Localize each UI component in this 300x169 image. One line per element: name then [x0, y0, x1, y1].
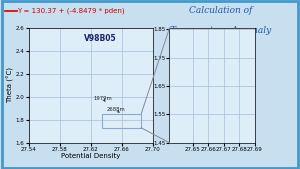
Y-axis label: Theta (°C): Theta (°C): [7, 67, 14, 103]
Text: Y = 130.37 + (-4.8479 * pden): Y = 130.37 + (-4.8479 * pden): [17, 8, 125, 14]
Text: V98B05: V98B05: [84, 33, 117, 43]
Text: Temperature Anomaly: Temperature Anomaly: [170, 26, 271, 35]
Bar: [102, 114, 141, 128]
Text: 1979m: 1979m: [94, 96, 112, 101]
Text: 2688m: 2688m: [107, 107, 126, 112]
X-axis label: Potential Density: Potential Density: [61, 153, 120, 159]
Text: Calculation of: Calculation of: [189, 6, 252, 15]
